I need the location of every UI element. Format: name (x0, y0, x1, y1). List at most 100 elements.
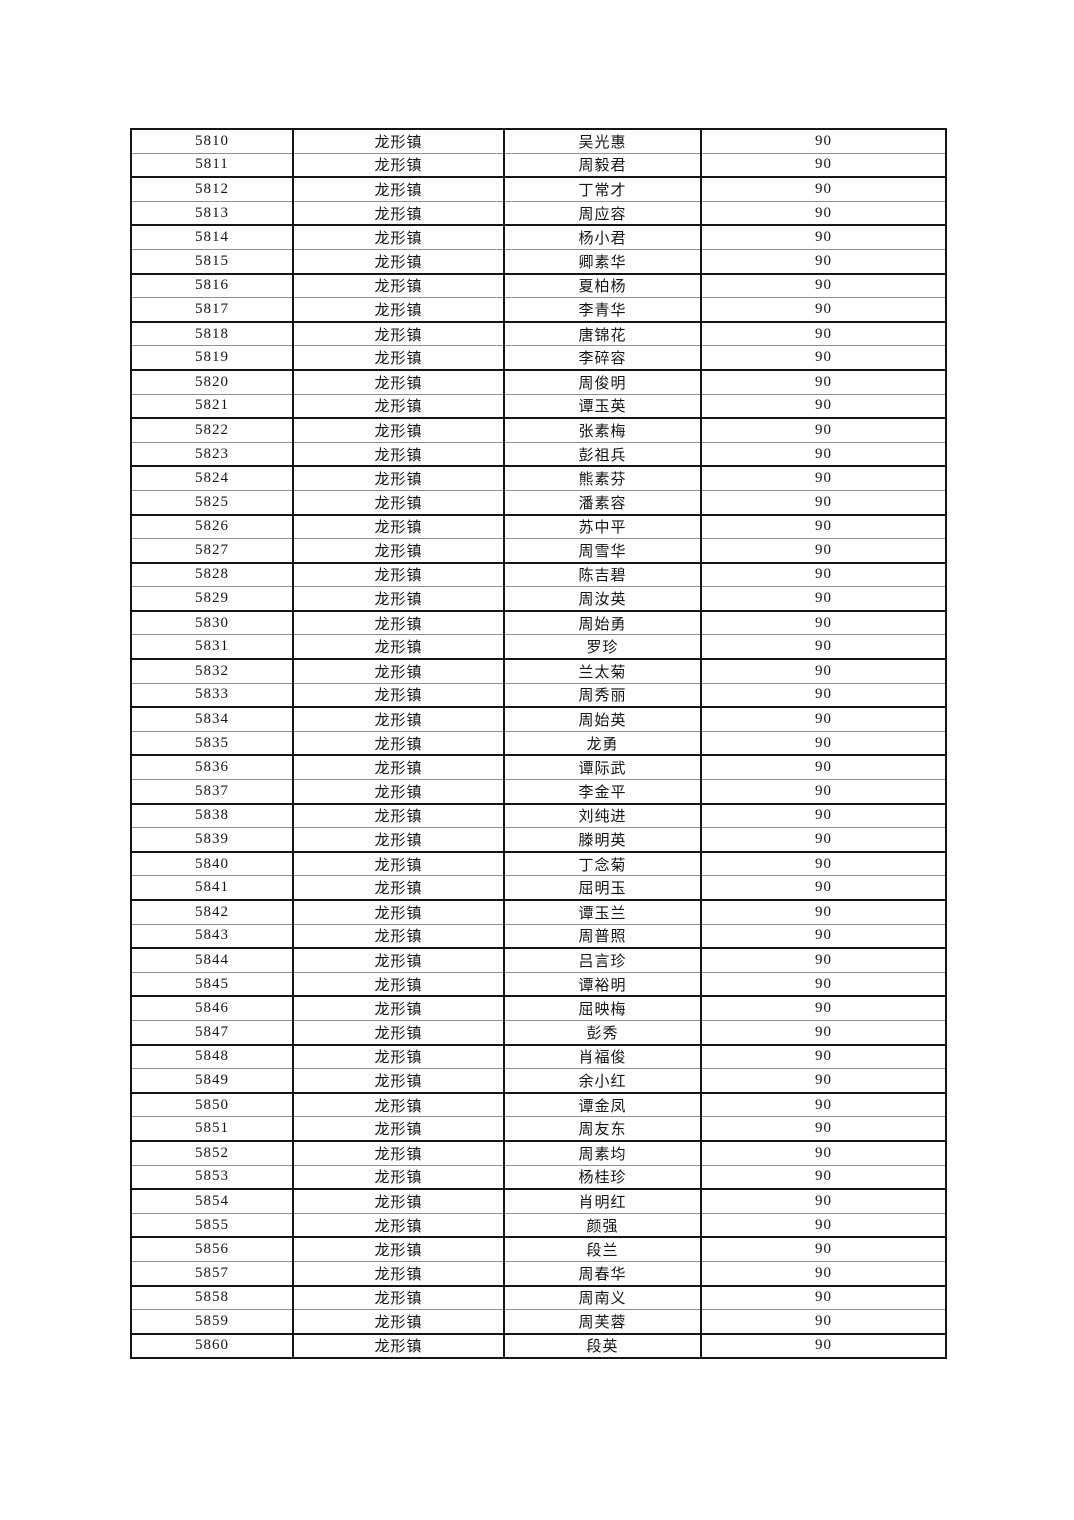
cell-id: 5847 (131, 1020, 293, 1046)
cell-score: 90 (700, 1285, 946, 1311)
cell-name: 龙勇 (503, 731, 701, 757)
cell-town: 龙形镇 (292, 1044, 504, 1070)
table-row: 5836 龙形镇 谭际武 90 (131, 755, 946, 781)
table-row: 5849 龙形镇 余小红 90 (131, 1068, 946, 1094)
cell-town: 龙形镇 (292, 683, 504, 709)
table-row: 5833 龙形镇 周秀丽 90 (131, 683, 946, 709)
cell-id: 5825 (131, 490, 293, 516)
cell-id: 5816 (131, 273, 293, 299)
cell-id: 5859 (131, 1309, 293, 1335)
cell-town: 龙形镇 (292, 177, 504, 202)
cell-score: 90 (700, 972, 946, 998)
cell-id: 5831 (131, 634, 293, 661)
cell-score: 90 (700, 851, 946, 877)
cell-town: 龙形镇 (292, 851, 504, 877)
cell-town: 龙形镇 (292, 297, 504, 323)
cell-score: 90 (700, 827, 946, 853)
table-row: 5841 龙形镇 屈明玉 90 (131, 875, 946, 902)
cell-name: 熊素芬 (503, 466, 701, 491)
cell-id: 5826 (131, 514, 293, 540)
cell-name: 谭金凤 (503, 1092, 701, 1118)
cell-name: 丁常才 (503, 177, 701, 202)
cell-score: 90 (700, 1189, 946, 1214)
cell-score: 90 (700, 345, 946, 371)
cell-name: 苏中平 (503, 514, 701, 540)
cell-score: 90 (700, 1237, 946, 1262)
cell-id: 5821 (131, 394, 293, 420)
cell-town: 龙形镇 (292, 659, 504, 684)
cell-score: 90 (700, 1020, 946, 1046)
cell-name: 周毅君 (503, 153, 701, 179)
cell-town: 龙形镇 (292, 273, 504, 299)
cell-id: 5857 (131, 1261, 293, 1287)
cell-score: 90 (700, 1333, 946, 1359)
cell-name: 陈吉碧 (503, 562, 701, 588)
cell-town: 龙形镇 (292, 1165, 504, 1191)
cell-town: 龙形镇 (292, 1237, 504, 1262)
cell-id: 5829 (131, 586, 293, 612)
table-row: 5832 龙形镇 兰太菊 90 (131, 659, 946, 684)
table-row: 5858 龙形镇 周南义 90 (131, 1285, 946, 1311)
cell-id: 5810 (131, 129, 293, 154)
table-row: 5834 龙形镇 周始英 90 (131, 707, 946, 732)
score-table: 5810 龙形镇 吴光惠 90 5811 龙形镇 周毅君 90 5812 龙形镇 丁常才 90 5813… (130, 128, 947, 1360)
cell-town: 龙形镇 (292, 1213, 504, 1239)
table-row: 5810 龙形镇 吴光惠 90 (131, 129, 946, 154)
cell-name: 周素均 (503, 1140, 701, 1166)
cell-town: 龙形镇 (292, 201, 504, 227)
cell-id: 5818 (131, 321, 293, 347)
cell-name: 周秀丽 (503, 683, 701, 709)
cell-id: 5837 (131, 779, 293, 805)
cell-id: 5833 (131, 683, 293, 709)
cell-score: 90 (700, 803, 946, 829)
table-row: 5815 龙形镇 卿素华 90 (131, 249, 946, 275)
cell-score: 90 (700, 779, 946, 805)
table-row: 5825 龙形镇 潘素容 90 (131, 490, 946, 516)
cell-score: 90 (700, 1044, 946, 1070)
cell-score: 90 (700, 514, 946, 540)
cell-score: 90 (700, 1140, 946, 1166)
table-row: 5854 龙形镇 肖明红 90 (131, 1189, 946, 1214)
cell-score: 90 (700, 731, 946, 757)
cell-name: 肖明红 (503, 1189, 701, 1214)
cell-town: 龙形镇 (292, 369, 504, 395)
cell-score: 90 (700, 1092, 946, 1118)
cell-id: 5844 (131, 948, 293, 973)
cell-town: 龙形镇 (292, 803, 504, 829)
cell-name: 李碎容 (503, 345, 701, 371)
cell-id: 5828 (131, 562, 293, 588)
cell-town: 龙形镇 (292, 514, 504, 540)
cell-town: 龙形镇 (292, 779, 504, 805)
score-table-body: 5810 龙形镇 吴光惠 90 5811 龙形镇 周毅君 90 5812 龙形镇 丁常才 90 5813… (131, 129, 946, 1359)
table-row: 5845 龙形镇 谭裕明 90 (131, 972, 946, 998)
cell-id: 5817 (131, 297, 293, 323)
table-row: 5840 龙形镇 丁念菊 90 (131, 851, 946, 877)
cell-id: 5858 (131, 1285, 293, 1311)
cell-name: 肖福俊 (503, 1044, 701, 1070)
cell-id: 5860 (195, 1337, 229, 1354)
table-row: 5844 龙形镇 吕言珍 90 (131, 948, 946, 973)
cell-name: 周芙蓉 (503, 1309, 701, 1335)
cell-town: 龙形镇 (292, 1020, 504, 1046)
cell-id: 5853 (131, 1165, 293, 1191)
cell-score: 90 (700, 153, 946, 179)
cell-name: 李青华 (503, 297, 701, 323)
table-row: 5830 龙形镇 周始勇 90 (131, 610, 946, 636)
cell-name: 周普照 (503, 924, 701, 950)
table-row: 5826 龙形镇 苏中平 90 (131, 514, 946, 540)
cell-id: 5835 (131, 731, 293, 757)
cell-name: 周友东 (503, 1116, 701, 1142)
cell-town: 龙形镇 (292, 900, 504, 925)
cell-name: 谭际武 (503, 755, 701, 781)
cell-town: 龙形镇 (292, 1285, 504, 1311)
cell-name: 周俊明 (503, 369, 701, 395)
cell-score: 90 (700, 707, 946, 732)
cell-id: 5836 (131, 755, 293, 781)
table-row: 5814 龙形镇 杨小君 90 (131, 225, 946, 250)
cell-score: 90 (700, 394, 946, 420)
table-row: 5839 龙形镇 滕明英 90 (131, 827, 946, 853)
cell-id: 5834 (131, 707, 293, 732)
cell-town: 龙形镇 (292, 634, 504, 661)
table-row: 5824 龙形镇 熊素芬 90 (131, 466, 946, 491)
cell-score: 90 (700, 1165, 946, 1191)
